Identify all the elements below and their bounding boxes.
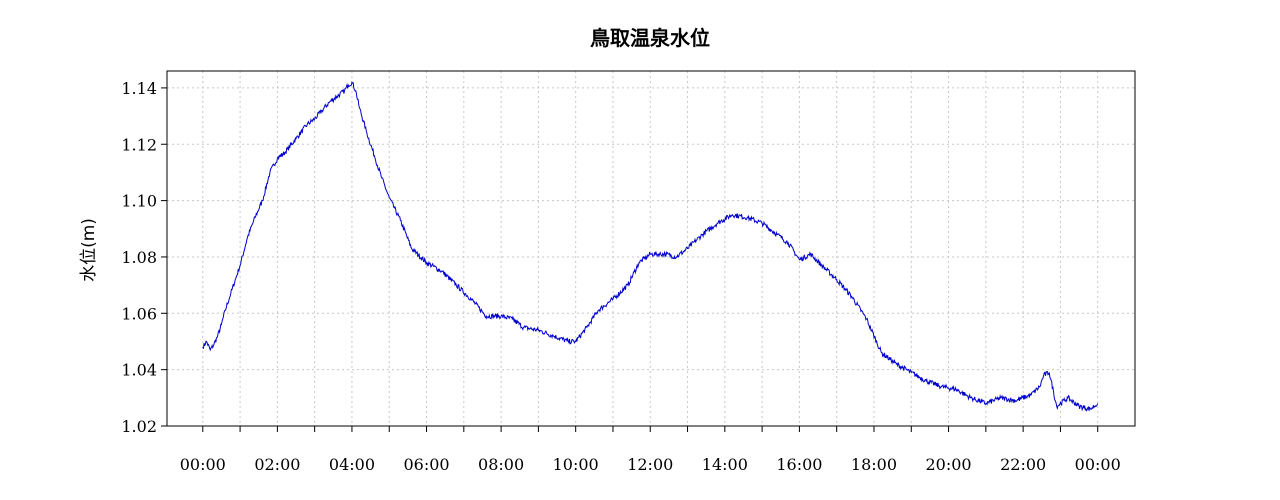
x-tick-label: 08:00 [478, 455, 524, 474]
x-tick-label: 16:00 [776, 455, 822, 474]
y-tick-label: 1.10 [121, 192, 157, 211]
y-tick-label: 1.04 [121, 361, 157, 380]
x-tick-label: 10:00 [553, 455, 599, 474]
y-axis-title: 水位(m) [79, 218, 99, 282]
x-tick-label: 14:00 [702, 455, 748, 474]
chart-title: 鳥取温泉水位 [590, 26, 710, 50]
y-tick-label: 1.14 [121, 79, 157, 98]
y-tick-label: 1.02 [121, 417, 157, 436]
series-line [202, 81, 1099, 412]
axes: 1.02 1.04 1.06 1.08 1.10 1.12 1.14 00:00 02:00 04… [121, 79, 1120, 474]
y-tick-label: 1.12 [121, 135, 157, 154]
series-layer [202, 81, 1099, 412]
grid-lines [167, 71, 1135, 427]
y-tick-label: 1.08 [121, 248, 157, 267]
x-tick-label: 06:00 [403, 455, 449, 474]
y-tick-label: 1.06 [121, 304, 157, 323]
x-tick-label: 12:00 [627, 455, 673, 474]
x-tick-label: 02:00 [254, 455, 300, 474]
x-tick-label: 22:00 [1000, 455, 1046, 474]
plot-frame [166, 70, 1136, 427]
x-tick-label: 00:00 [1075, 455, 1121, 474]
x-tick-label: 00:00 [180, 455, 226, 474]
x-tick-label: 20:00 [926, 455, 972, 474]
x-tick-label: 04:00 [329, 455, 375, 474]
x-tick-label: 18:00 [851, 455, 897, 474]
